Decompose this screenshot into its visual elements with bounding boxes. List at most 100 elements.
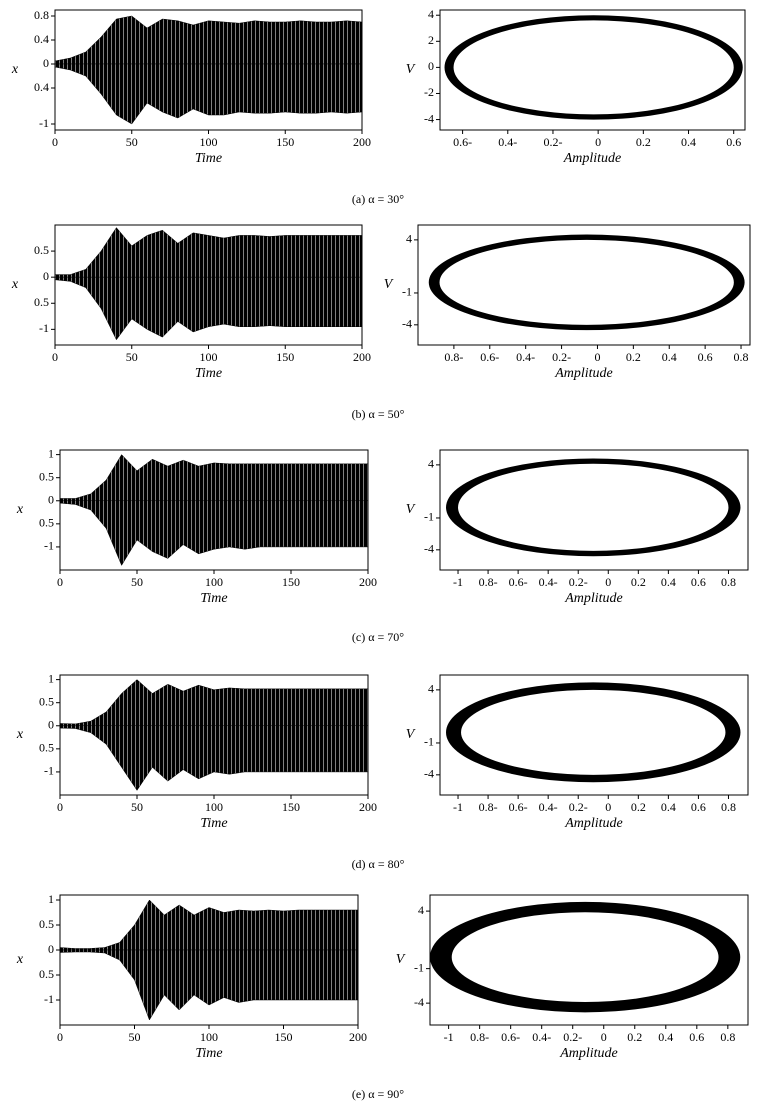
y-tick-label: 0.5 — [39, 967, 54, 981]
y-tick-label: 0.5 — [39, 917, 54, 931]
x-axis-label: Amplitude — [563, 151, 622, 166]
x-tick-label: 0.6 — [698, 350, 713, 364]
x-tick-label: 0.6- — [480, 350, 499, 364]
plot-frame — [417, 224, 751, 346]
y-tick-label: 0 — [428, 59, 434, 73]
x-tick-label: 50 — [131, 575, 143, 589]
x-tick-label: 100 — [200, 1030, 218, 1044]
x-tick-label: 0.2 — [636, 135, 651, 149]
x-tick-label: 200 — [353, 350, 371, 364]
x-tick-label: 0.8- — [470, 1030, 489, 1044]
x-tick-label: 0.2 — [631, 800, 646, 814]
y-axis-label: x — [16, 952, 24, 967]
signal-envelope — [54, 15, 363, 65]
caption: (d) α = 80° — [352, 857, 405, 871]
x-tick-label: 150 — [282, 575, 300, 589]
phase-ring — [428, 234, 745, 331]
x-axis-label: Time — [195, 151, 222, 166]
x-tick-label: 50 — [126, 350, 138, 364]
phase-ring — [446, 458, 741, 557]
x-axis-label: Amplitude — [559, 1046, 618, 1061]
caption: (c) α = 70° — [352, 630, 404, 644]
x-tick-label: 0.2- — [563, 1030, 582, 1044]
x-tick-label: 0 — [52, 350, 58, 364]
y-tick-label: 0 — [48, 493, 54, 507]
x-tick-label: 0.6- — [509, 800, 528, 814]
x-tick-label: 0.8 — [734, 350, 749, 364]
x-tick-label: 0.2 — [626, 350, 641, 364]
signal-envelope — [59, 679, 369, 727]
x-tick-label: 0.6- — [453, 135, 472, 149]
y-tick-label: 0 — [43, 56, 49, 70]
x-tick-label: -1 — [444, 1030, 454, 1044]
y-tick-label: 0.4 — [34, 32, 49, 46]
y-tick-label: -1 — [424, 510, 434, 524]
x-tick-label: 0.6 — [691, 575, 706, 589]
x-tick-label: 0.2- — [569, 800, 588, 814]
x-tick-label: -1 — [453, 800, 463, 814]
x-tick-label: 0 — [605, 575, 611, 589]
y-axis-label: V — [406, 727, 416, 742]
y-tick-label: 0.5 — [39, 516, 54, 530]
y-tick-label: 0.5 — [34, 295, 49, 309]
y-tick-label: -2 — [424, 85, 434, 99]
x-tick-label: 0 — [57, 575, 63, 589]
y-tick-label: -4 — [414, 995, 424, 1009]
signal-envelope — [59, 454, 369, 502]
y-axis-label: x — [16, 727, 24, 742]
x-tick-label: 0 — [601, 1030, 607, 1044]
x-tick-label: 150 — [276, 350, 294, 364]
x-axis-label: Time — [200, 591, 227, 606]
x-axis-label: Time — [195, 366, 222, 381]
x-tick-label: 0.8 — [721, 800, 736, 814]
plot-frame — [439, 674, 749, 796]
y-tick-label: 0 — [48, 942, 54, 956]
x-tick-label: 0.4 — [661, 800, 676, 814]
y-tick-label: 4 — [428, 7, 434, 21]
x-tick-label: 0.6- — [509, 575, 528, 589]
y-tick-label: 4 — [406, 232, 412, 246]
x-tick-label: 0 — [605, 800, 611, 814]
x-tick-label: 0.4- — [539, 575, 558, 589]
x-tick-label: 0.6 — [689, 1030, 704, 1044]
x-tick-label: 100 — [200, 350, 218, 364]
y-tick-label: 4 — [428, 457, 434, 471]
signal-envelope — [59, 725, 369, 791]
caption: (a) α = 30° — [352, 192, 404, 206]
y-tick-label: 0.5 — [39, 469, 54, 483]
signal-envelope — [54, 227, 363, 278]
y-tick-label: -4 — [424, 542, 434, 556]
x-tick-label: 0.2- — [569, 575, 588, 589]
x-tick-label: 0.4 — [661, 575, 676, 589]
y-tick-label: 0.5 — [39, 741, 54, 755]
x-axis-label: Amplitude — [554, 366, 613, 381]
x-axis-label: Amplitude — [564, 816, 623, 831]
y-axis-label: V — [396, 952, 406, 967]
y-axis-label: x — [11, 277, 19, 292]
x-tick-label: 0.4 — [658, 1030, 673, 1044]
x-tick-label: -1 — [453, 575, 463, 589]
x-axis-label: Amplitude — [564, 591, 623, 606]
x-tick-label: 0.8- — [444, 350, 463, 364]
x-tick-label: 0.4- — [532, 1030, 551, 1044]
x-tick-label: 0.2 — [631, 575, 646, 589]
plot-frame — [429, 894, 749, 1026]
x-tick-label: 150 — [282, 800, 300, 814]
x-tick-label: 100 — [205, 575, 223, 589]
y-tick-label: -1 — [402, 285, 412, 299]
y-tick-label: -1 — [44, 764, 54, 778]
signal-envelope — [59, 500, 369, 566]
x-tick-label: 200 — [353, 135, 371, 149]
x-tick-label: 0.2 — [627, 1030, 642, 1044]
caption: (e) α = 90° — [352, 1087, 404, 1101]
y-axis-label: x — [11, 62, 19, 77]
y-tick-label: 0.5 — [39, 694, 54, 708]
x-tick-label: 50 — [131, 800, 143, 814]
plot-frame — [439, 449, 749, 571]
y-axis-label: x — [16, 502, 24, 517]
y-tick-label: 1 — [48, 892, 54, 906]
y-tick-label: -1 — [424, 735, 434, 749]
x-tick-label: 0.8- — [479, 575, 498, 589]
